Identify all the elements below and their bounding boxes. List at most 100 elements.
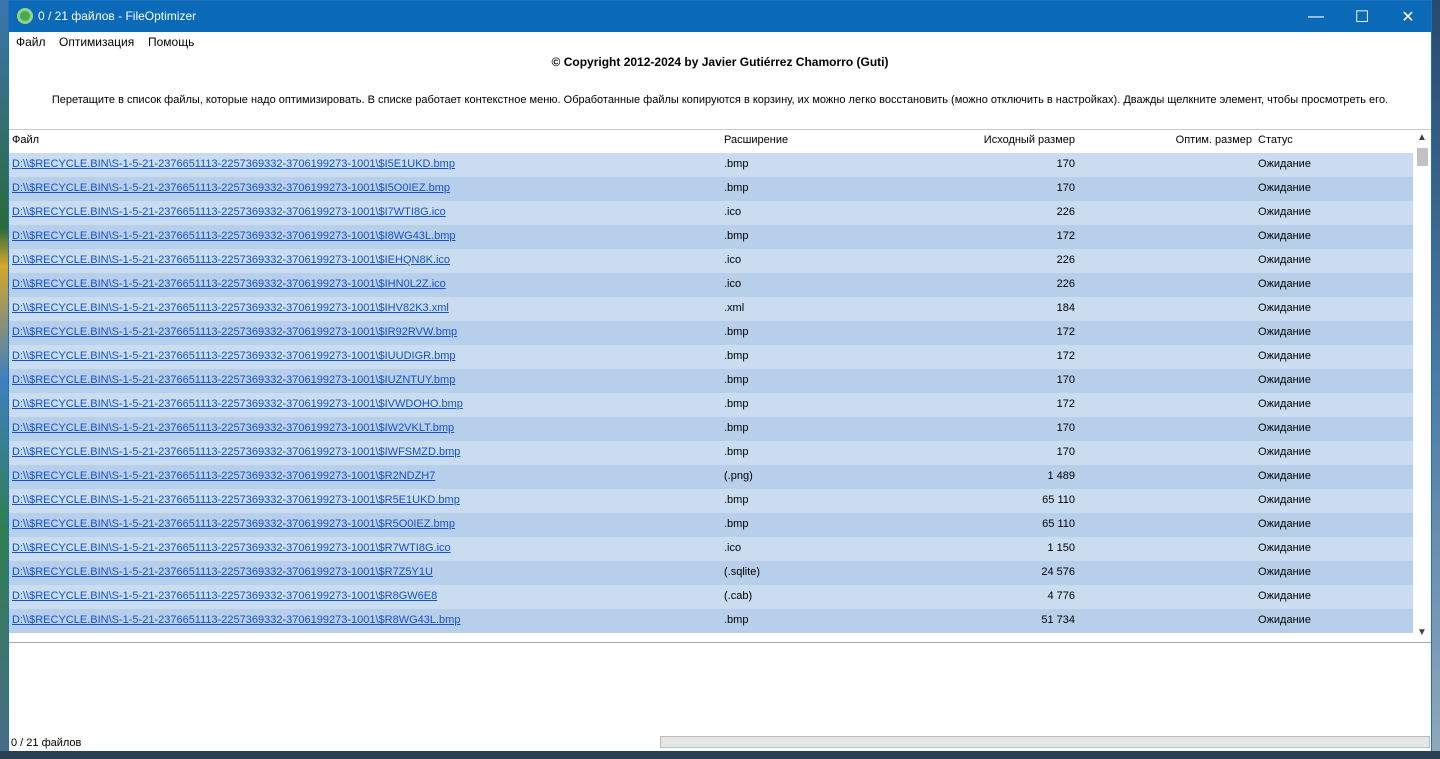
table-row[interactable]: D:\\$RECYCLE.BIN\S-1-5-21-2376651113-225…	[9, 369, 1413, 393]
file-extension: .bmp	[724, 494, 749, 506]
original-size: 170	[1056, 422, 1075, 434]
file-path-link[interactable]: D:\\$RECYCLE.BIN\S-1-5-21-2376651113-225…	[12, 614, 461, 626]
file-path-link[interactable]: D:\\$RECYCLE.BIN\S-1-5-21-2376651113-225…	[12, 374, 456, 386]
table-row[interactable]: D:\\$RECYCLE.BIN\S-1-5-21-2376651113-225…	[9, 201, 1413, 225]
column-header-optimized-size[interactable]: Оптим. размер	[1175, 134, 1252, 146]
maximize-button[interactable]: ☐	[1354, 8, 1370, 26]
file-extension: .xml	[724, 302, 745, 314]
table-row[interactable]: D:\\$RECYCLE.BIN\S-1-5-21-2376651113-225…	[9, 297, 1413, 321]
table-row[interactable]: D:\\$RECYCLE.BIN\S-1-5-21-2376651113-225…	[9, 225, 1413, 249]
file-extension: .bmp	[724, 518, 749, 530]
file-path-link[interactable]: D:\\$RECYCLE.BIN\S-1-5-21-2376651113-225…	[12, 590, 438, 602]
file-status: Ожидание	[1258, 182, 1311, 194]
file-path-link[interactable]: D:\\$RECYCLE.BIN\S-1-5-21-2376651113-225…	[12, 350, 456, 362]
file-path-link[interactable]: D:\\$RECYCLE.BIN\S-1-5-21-2376651113-225…	[12, 206, 446, 218]
file-path-link[interactable]: D:\\$RECYCLE.BIN\S-1-5-21-2376651113-225…	[12, 182, 451, 194]
original-size: 65 110	[1042, 494, 1075, 506]
title-bar[interactable]: 0 / 21 файлов - FileOptimizer — ☐ ✕	[9, 1, 1431, 32]
table-row[interactable]: D:\\$RECYCLE.BIN\S-1-5-21-2376651113-225…	[9, 273, 1413, 297]
table-row[interactable]: D:\\$RECYCLE.BIN\S-1-5-21-2376651113-225…	[9, 177, 1413, 201]
table-row[interactable]: D:\\$RECYCLE.BIN\S-1-5-21-2376651113-225…	[9, 465, 1413, 489]
table-row[interactable]: D:\\$RECYCLE.BIN\S-1-5-21-2376651113-225…	[9, 513, 1413, 537]
original-size: 226	[1056, 206, 1075, 218]
original-size: 172	[1056, 230, 1075, 242]
minimize-button[interactable]: —	[1308, 7, 1324, 25]
table-row[interactable]: D:\\$RECYCLE.BIN\S-1-5-21-2376651113-225…	[9, 345, 1413, 369]
file-status: Ожидание	[1258, 398, 1311, 410]
file-status: Ожидание	[1258, 590, 1311, 602]
column-header-extension[interactable]: Расширение	[724, 134, 789, 146]
file-extension: .ico	[724, 278, 742, 290]
desktop-wallpaper-edge	[1432, 0, 1440, 759]
file-path-link[interactable]: D:\\$RECYCLE.BIN\S-1-5-21-2376651113-225…	[12, 278, 446, 290]
original-size: 51 734	[1041, 614, 1075, 626]
file-extension: .bmp	[724, 158, 749, 170]
file-status: Ожидание	[1258, 350, 1311, 362]
original-size: 172	[1056, 398, 1075, 410]
original-size: 226	[1056, 278, 1075, 290]
file-status: Ожидание	[1258, 518, 1311, 530]
file-extension: .bmp	[724, 350, 749, 362]
file-list[interactable]: Файл Расширение Исходный размер Оптим. р…	[9, 129, 1431, 643]
file-path-link[interactable]: D:\\$RECYCLE.BIN\S-1-5-21-2376651113-225…	[12, 230, 456, 242]
file-path-link[interactable]: D:\\$RECYCLE.BIN\S-1-5-21-2376651113-225…	[12, 422, 455, 434]
file-status: Ожидание	[1258, 278, 1311, 290]
table-row[interactable]: D:\\$RECYCLE.BIN\S-1-5-21-2376651113-225…	[9, 537, 1413, 561]
file-status: Ожидание	[1258, 374, 1311, 386]
copyright-text: © Copyright 2012-2024 by Javier Gutiérre…	[551, 55, 889, 69]
file-path-link[interactable]: D:\\$RECYCLE.BIN\S-1-5-21-2376651113-225…	[12, 566, 433, 578]
file-extension: (.sqlite)	[724, 566, 761, 578]
file-path-link[interactable]: D:\\$RECYCLE.BIN\S-1-5-21-2376651113-225…	[12, 446, 461, 458]
file-list-rows: D:\\$RECYCLE.BIN\S-1-5-21-2376651113-225…	[9, 153, 1413, 641]
file-path-link[interactable]: D:\\$RECYCLE.BIN\S-1-5-21-2376651113-225…	[12, 494, 460, 506]
file-path-link[interactable]: D:\\$RECYCLE.BIN\S-1-5-21-2376651113-225…	[12, 254, 451, 266]
file-path-link[interactable]: D:\\$RECYCLE.BIN\S-1-5-21-2376651113-225…	[12, 518, 455, 530]
file-extension: .bmp	[724, 326, 749, 338]
vertical-scrollbar[interactable]: ▲ ▼	[1414, 130, 1430, 641]
file-extension: .bmp	[724, 374, 749, 386]
file-extension: .bmp	[724, 422, 749, 434]
column-header-original-size[interactable]: Исходный размер	[983, 134, 1075, 146]
window-title: 0 / 21 файлов - FileOptimizer	[38, 9, 197, 23]
table-row[interactable]: D:\\$RECYCLE.BIN\S-1-5-21-2376651113-225…	[9, 417, 1413, 441]
table-row[interactable]: D:\\$RECYCLE.BIN\S-1-5-21-2376651113-225…	[9, 153, 1413, 177]
file-extension: .bmp	[724, 614, 749, 626]
original-size: 170	[1056, 182, 1075, 194]
file-path-link[interactable]: D:\\$RECYCLE.BIN\S-1-5-21-2376651113-225…	[12, 542, 451, 554]
table-row[interactable]: D:\\$RECYCLE.BIN\S-1-5-21-2376651113-225…	[9, 609, 1413, 633]
menu-optimization[interactable]: Оптимизация	[59, 35, 135, 49]
scroll-thumb[interactable]	[1417, 148, 1428, 166]
file-status: Ожидание	[1258, 254, 1311, 266]
file-path-link[interactable]: D:\\$RECYCLE.BIN\S-1-5-21-2376651113-225…	[12, 326, 458, 338]
file-extension: .bmp	[724, 230, 749, 242]
menu-help[interactable]: Помощь	[148, 35, 195, 49]
original-size: 1 489	[1047, 470, 1075, 482]
original-size: 1 150	[1047, 542, 1075, 554]
menu-file[interactable]: Файл	[16, 35, 46, 49]
table-row[interactable]: D:\\$RECYCLE.BIN\S-1-5-21-2376651113-225…	[9, 489, 1413, 513]
file-path-link[interactable]: D:\\$RECYCLE.BIN\S-1-5-21-2376651113-225…	[12, 398, 463, 410]
original-size: 4 776	[1047, 590, 1075, 602]
file-status: Ожидание	[1258, 326, 1311, 338]
fileoptimizer-window: 0 / 21 файлов - FileOptimizer — ☐ ✕ Файл…	[8, 0, 1432, 751]
original-size: 170	[1056, 446, 1075, 458]
file-path-link[interactable]: D:\\$RECYCLE.BIN\S-1-5-21-2376651113-225…	[12, 302, 449, 314]
table-row[interactable]: D:\\$RECYCLE.BIN\S-1-5-21-2376651113-225…	[9, 321, 1413, 345]
table-row[interactable]: D:\\$RECYCLE.BIN\S-1-5-21-2376651113-225…	[9, 585, 1413, 609]
table-row[interactable]: D:\\$RECYCLE.BIN\S-1-5-21-2376651113-225…	[9, 393, 1413, 417]
column-header-status[interactable]: Статус	[1258, 134, 1293, 146]
original-size: 24 576	[1041, 566, 1075, 578]
file-extension: (.png)	[724, 470, 753, 482]
scroll-up-icon[interactable]: ▲	[1417, 132, 1427, 143]
file-path-link[interactable]: D:\\$RECYCLE.BIN\S-1-5-21-2376651113-225…	[12, 158, 455, 170]
column-header-file[interactable]: Файл	[12, 134, 40, 146]
file-status: Ожидание	[1258, 206, 1311, 218]
close-button[interactable]: ✕	[1401, 8, 1415, 26]
table-row[interactable]: D:\\$RECYCLE.BIN\S-1-5-21-2376651113-225…	[9, 441, 1413, 465]
file-path-link[interactable]: D:\\$RECYCLE.BIN\S-1-5-21-2376651113-225…	[12, 470, 436, 482]
table-row[interactable]: D:\\$RECYCLE.BIN\S-1-5-21-2376651113-225…	[9, 561, 1413, 585]
scroll-down-icon[interactable]: ▼	[1417, 627, 1427, 638]
table-row[interactable]: D:\\$RECYCLE.BIN\S-1-5-21-2376651113-225…	[9, 249, 1413, 273]
file-status: Ожидание	[1258, 446, 1311, 458]
menu-bar: Файл Оптимизация Помощь	[9, 32, 1431, 52]
